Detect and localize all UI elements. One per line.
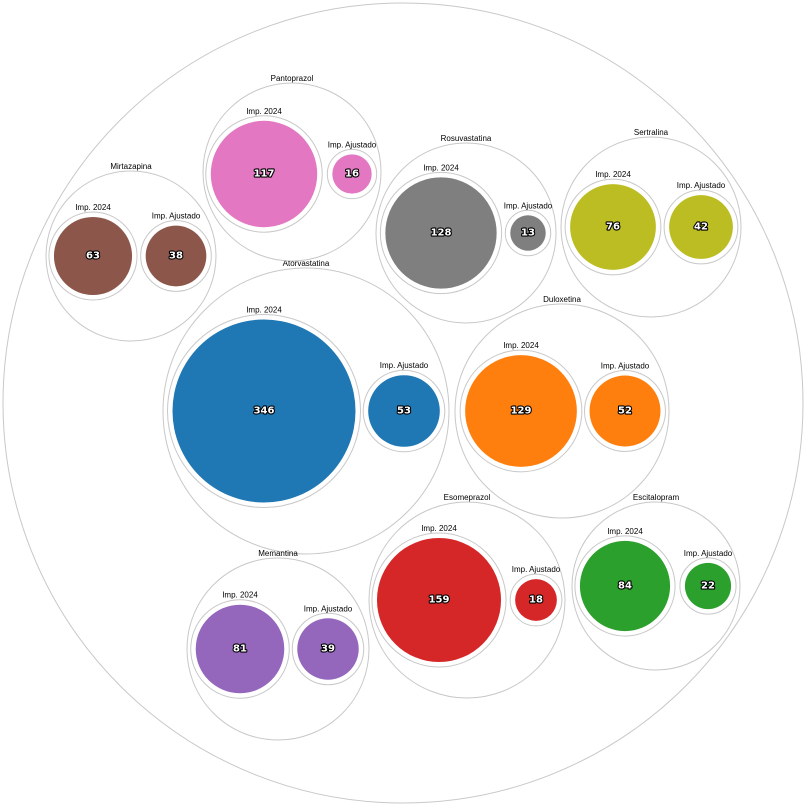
bubble-pantoprazol-imp-2024 [210, 120, 318, 228]
bubble-mirtazapina-imp-ajustado [145, 225, 207, 287]
bubble-label-esomeprazol-imp-ajustado: Imp. Ajustado [512, 565, 561, 574]
bubble-outline-pantoprazol-imp-ajustado [326, 148, 378, 200]
group-circle-sertralina [560, 136, 742, 318]
bubble-label-duloxetina-imp-2024: Imp. 2024 [503, 341, 539, 350]
bubble-label-escitalopram-imp-ajustado: Imp. Ajustado [684, 549, 733, 558]
bubble-label-escitalopram-imp-2024: Imp. 2024 [607, 527, 643, 536]
bubble-label-atorvastatina-imp-ajustado: Imp. Ajustado [380, 361, 429, 370]
bubble-label-atorvastatina-imp-2024: Imp. 2024 [246, 306, 282, 315]
bubble-rosuvastatina-imp-ajustado [510, 215, 546, 251]
bubble-label-mirtazapina-imp-ajustado: Imp. Ajustado [152, 212, 201, 221]
bubble-value-pantoprazol-imp-ajustado: 16 [345, 169, 359, 180]
bubble-value-escitalopram-imp-ajustado: 22 [701, 581, 715, 592]
bubble-label-esomeprazol-imp-2024: Imp. 2024 [421, 524, 457, 533]
bubble-value-esomeprazol-imp-ajustado: 18 [529, 595, 543, 606]
group-label-mirtazapina: Mirtazapina [110, 162, 152, 171]
group-label-atorvastatina: Atorvastatina [283, 259, 330, 268]
bubble-esomeprazol-imp-2024 [376, 537, 502, 663]
bubble-value-sertralina-imp-2024: 76 [606, 222, 620, 233]
group-circle-mirtazapina [45, 170, 217, 342]
bubble-value-duloxetina-imp-ajustado: 52 [618, 406, 632, 417]
bubble-outline-escitalopram-imp-2024 [574, 535, 676, 637]
bubble-outline-rosuvastatina-imp-2024 [379, 171, 503, 295]
bubble-sertralina-imp-ajustado [669, 195, 733, 259]
bubble-label-sertralina-imp-2024: Imp. 2024 [595, 170, 631, 179]
bubble-outline-escitalopram-imp-ajustado [679, 557, 737, 615]
bubble-outline-sertralina-imp-ajustado [663, 189, 739, 265]
bubble-value-atorvastatina-imp-2024: 346 [254, 406, 275, 417]
group-label-memantina: Memantina [258, 549, 298, 558]
bubble-label-duloxetina-imp-ajustado: Imp. Ajustado [601, 362, 650, 371]
bubble-rosuvastatina-imp-2024 [385, 177, 497, 289]
bubble-duloxetina-imp-2024 [465, 355, 577, 467]
bubble-escitalopram-imp-ajustado [684, 562, 732, 610]
group-label-esomeprazol: Esomeprazol [444, 493, 491, 502]
bubble-outline-atorvastatina-imp-2024 [167, 314, 361, 508]
bubble-escitalopram-imp-2024 [579, 540, 671, 632]
group-label-rosuvastatina: Rosuvastatina [441, 134, 492, 143]
bubble-value-mirtazapina-imp-ajustado: 38 [169, 251, 183, 262]
group-circle-pantoprazol [202, 82, 382, 262]
bubble-value-atorvastatina-imp-ajustado: 53 [397, 406, 411, 417]
group-circle-atorvastatina [162, 267, 450, 555]
bubble-label-rosuvastatina-imp-ajustado: Imp. Ajustado [504, 201, 553, 210]
bubble-sertralina-imp-2024 [570, 184, 656, 270]
bubble-value-duloxetina-imp-2024: 129 [511, 406, 532, 417]
bubble-label-rosuvastatina-imp-2024: Imp. 2024 [423, 163, 459, 172]
bubble-atorvastatina-imp-ajustado [368, 375, 440, 447]
group-label-escitalopram: Escitalopram [633, 493, 680, 502]
bubble-value-memantina-imp-ajustado: 39 [321, 644, 335, 655]
bubble-outline-duloxetina-imp-2024 [459, 349, 583, 473]
bubble-label-pantoprazol-imp-2024: Imp. 2024 [246, 107, 282, 116]
bubble-duloxetina-imp-ajustado [589, 375, 661, 447]
bubble-atorvastatina-imp-2024 [172, 319, 356, 503]
bubble-outline-esomeprazol-imp-ajustado [509, 573, 563, 627]
group-circle-escitalopram [571, 501, 741, 671]
group-circle-esomeprazol [368, 501, 566, 699]
bubble-value-rosuvastatina-imp-2024: 128 [431, 228, 452, 239]
group-circle-duloxetina [454, 303, 670, 519]
bubble-value-sertralina-imp-ajustado: 42 [694, 222, 708, 233]
bubble-outline-memantina-imp-2024 [190, 599, 290, 699]
bubble-outline-sertralina-imp-2024 [564, 178, 662, 276]
bubble-value-rosuvastatina-imp-ajustado: 13 [521, 228, 535, 239]
group-label-duloxetina: Duloxetina [543, 295, 581, 304]
bubble-memantina-imp-2024 [195, 604, 285, 694]
bubble-outline-esomeprazol-imp-2024 [371, 532, 507, 668]
bubble-pantoprazol-imp-ajustado [332, 154, 372, 194]
bubble-value-esomeprazol-imp-2024: 159 [429, 595, 450, 606]
bubble-esomeprazol-imp-ajustado [515, 579, 557, 621]
bubble-value-mirtazapina-imp-2024: 63 [86, 251, 100, 262]
bubble-label-sertralina-imp-ajustado: Imp. Ajustado [677, 181, 726, 190]
group-label-sertralina: Sertralina [634, 128, 669, 137]
bubble-outline-rosuvastatina-imp-ajustado [504, 209, 552, 257]
bubble-outline-mirtazapina-imp-ajustado [140, 220, 212, 292]
bubble-mirtazapina-imp-2024 [53, 216, 133, 296]
bubble-outline-duloxetina-imp-ajustado [584, 370, 666, 452]
bubble-outline-mirtazapina-imp-2024 [48, 211, 138, 301]
bubble-memantina-imp-ajustado [297, 618, 359, 680]
bubble-label-mirtazapina-imp-2024: Imp. 2024 [75, 203, 111, 212]
bubble-outline-atorvastatina-imp-ajustado [362, 369, 446, 453]
bubble-label-memantina-imp-2024: Imp. 2024 [222, 591, 258, 600]
bubble-label-pantoprazol-imp-ajustado: Imp. Ajustado [328, 140, 377, 149]
bubble-label-memantina-imp-ajustado: Imp. Ajustado [304, 604, 353, 613]
bubble-outline-memantina-imp-ajustado [291, 612, 365, 686]
bubble-value-escitalopram-imp-2024: 84 [618, 581, 632, 592]
group-circle-rosuvastatina [375, 142, 557, 324]
bubble-value-pantoprazol-imp-2024: 117 [254, 169, 275, 180]
group-label-pantoprazol: Pantoprazol [271, 74, 314, 83]
group-circle-memantina [186, 557, 370, 741]
bubble-value-memantina-imp-2024: 81 [233, 644, 247, 655]
bubble-outline-pantoprazol-imp-2024 [205, 115, 323, 233]
